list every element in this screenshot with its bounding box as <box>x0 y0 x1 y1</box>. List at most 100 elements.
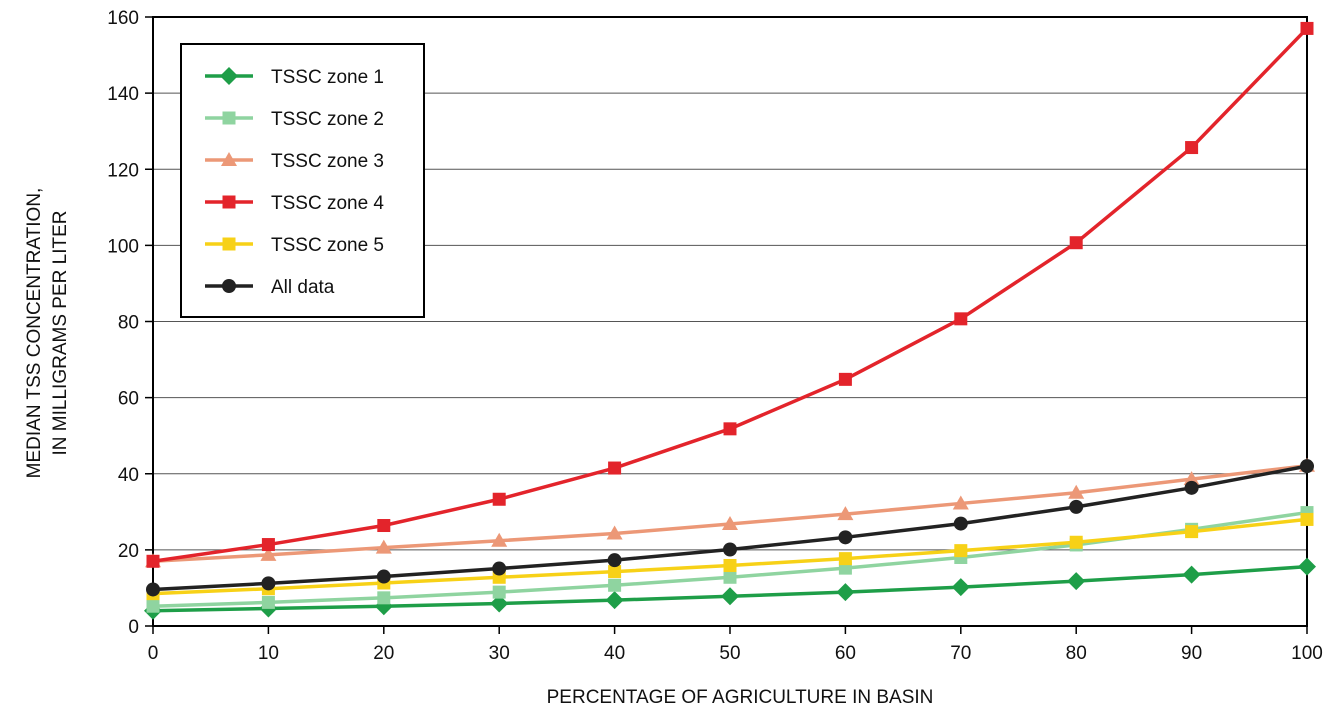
y-axis-title-line-2: IN MILLIGRAMS PER LITER <box>50 211 71 456</box>
data-point <box>1185 141 1199 155</box>
x-tick-label: 100 <box>1291 643 1323 664</box>
data-point <box>605 591 624 610</box>
data-point <box>723 558 737 572</box>
legend-marker <box>222 195 236 209</box>
data-point <box>1298 557 1316 576</box>
data-point <box>261 576 276 591</box>
data-point <box>490 594 509 613</box>
data-point <box>838 552 852 566</box>
legend-item: All data <box>205 277 335 298</box>
legend-marker <box>220 67 238 85</box>
legend-label: All data <box>271 277 335 298</box>
legend-box <box>180 43 425 318</box>
data-point <box>146 599 160 613</box>
legend-marker <box>221 152 237 166</box>
series-4 <box>146 21 1314 568</box>
legend-item: TSSC zone 2 <box>205 109 384 130</box>
legend-label: TSSC zone 2 <box>271 109 384 130</box>
legend-marker <box>222 111 236 125</box>
data-point <box>377 519 391 533</box>
data-point <box>1068 484 1085 499</box>
legend-label: TSSC zone 5 <box>271 235 384 256</box>
data-point <box>492 561 507 576</box>
data-point <box>376 569 391 584</box>
data-point <box>952 495 969 510</box>
data-point <box>721 587 739 606</box>
y-tick-label: 20 <box>118 541 139 562</box>
data-point <box>375 539 392 554</box>
legend-label: TSSC zone 1 <box>271 67 384 88</box>
data-point <box>723 422 737 436</box>
legend-label: TSSC zone 4 <box>271 193 384 214</box>
data-point <box>606 525 623 540</box>
x-tick-label: 40 <box>604 643 625 664</box>
data-point <box>1300 459 1314 474</box>
y-axis-title-line-1: MEDIAN TSS CONCENTRATION, <box>24 188 45 479</box>
x-tick-label: 60 <box>835 643 856 664</box>
data-point <box>146 582 160 597</box>
legend: TSSC zone 1 TSSC zone 2 TSSC zone 3 TSSC zo… <box>180 43 425 318</box>
legend-marker <box>222 237 236 251</box>
legend-item: TSSC zone 4 <box>205 193 384 214</box>
data-series <box>144 21 1316 620</box>
series-6 <box>146 459 1314 597</box>
y-tick-label: 100 <box>107 236 139 257</box>
data-point <box>1300 512 1314 526</box>
data-point <box>1069 236 1083 250</box>
data-point <box>723 542 737 557</box>
data-point <box>722 515 738 530</box>
data-point <box>953 516 968 531</box>
x-tick-label: 80 <box>1066 643 1087 664</box>
y-tick-label: 60 <box>118 389 139 410</box>
data-point <box>1300 21 1314 35</box>
data-point <box>261 538 275 552</box>
data-point <box>1183 471 1200 486</box>
data-point <box>377 591 391 605</box>
legend-item: TSSC zone 5 <box>205 235 384 256</box>
y-tick-label: 140 <box>107 84 139 105</box>
data-point <box>836 583 855 602</box>
x-tick-label: 20 <box>373 643 394 664</box>
data-point <box>492 492 506 506</box>
data-point <box>491 532 508 547</box>
x-tick-label: 0 <box>148 643 159 664</box>
data-point <box>261 595 275 609</box>
data-point <box>608 578 622 592</box>
data-point <box>723 570 737 584</box>
data-point <box>1069 535 1083 549</box>
legend-item: TSSC zone 3 <box>205 151 384 172</box>
data-point <box>837 506 854 521</box>
x-tick-label: 70 <box>950 643 971 664</box>
x-tick-label: 90 <box>1181 643 1202 664</box>
x-axis-title: PERCENTAGE OF AGRICULTURE IN BASIN <box>547 687 934 708</box>
data-point <box>492 585 506 599</box>
data-point <box>608 565 622 579</box>
legend-marker <box>222 279 236 293</box>
y-axis-title: MEDIAN TSS CONCENTRATION, IN MILLIGRAMS … <box>24 188 71 479</box>
data-point <box>954 312 968 326</box>
legend-item: TSSC zone 1 <box>205 67 384 88</box>
data-point <box>1184 480 1199 495</box>
data-point <box>146 554 160 568</box>
data-point <box>260 546 277 561</box>
data-point <box>607 553 622 568</box>
data-point <box>1067 572 1086 591</box>
data-point <box>1069 499 1084 514</box>
x-tick-label: 30 <box>489 643 510 664</box>
y-tick-label: 40 <box>118 465 139 486</box>
data-point <box>608 461 622 475</box>
x-axis-ticks: 0 10 20 30 40 50 60 70 80 90 100 <box>148 626 1323 664</box>
y-axis-ticks: 0 20 40 60 80 100 120 140 160 <box>107 8 153 638</box>
x-tick-label: 50 <box>719 643 740 664</box>
y-tick-label: 80 <box>118 313 139 334</box>
series-1 <box>144 557 1316 620</box>
y-tick-label: 120 <box>107 160 139 181</box>
data-point <box>1185 525 1199 539</box>
data-point <box>838 530 853 545</box>
data-point <box>1182 565 1201 584</box>
data-point <box>951 578 970 597</box>
data-point <box>838 372 852 386</box>
legend-label: TSSC zone 3 <box>271 151 384 172</box>
x-tick-label: 10 <box>258 643 279 664</box>
